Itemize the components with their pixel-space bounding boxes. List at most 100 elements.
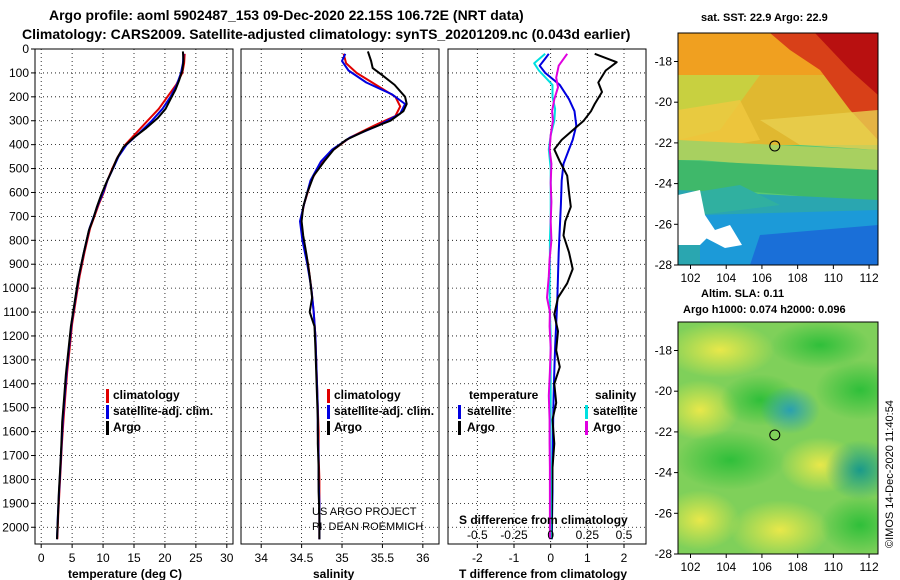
depth-tick-label: 500 bbox=[9, 162, 29, 176]
legend-s-argo-label: Argo bbox=[593, 420, 621, 434]
x-tick-label: 15 bbox=[127, 551, 141, 565]
sst-map-axes: 102 104 106 108 110 112 -18 -20 -22 -24 -26 -28 bbox=[655, 54, 879, 285]
x-tick-label: 35.5 bbox=[371, 551, 395, 565]
depth-tick-label: 1000 bbox=[2, 281, 29, 295]
depth-tick-label: 1800 bbox=[2, 472, 29, 486]
series-line-s-argo bbox=[546, 53, 569, 540]
map-y-tick-label: -22 bbox=[655, 136, 673, 150]
legend-climatology-swatch bbox=[106, 389, 109, 403]
map-y-tick-label: -20 bbox=[655, 95, 673, 109]
x-tick-label: 0 bbox=[547, 551, 554, 565]
x-tick-label: 1 bbox=[584, 551, 591, 565]
s-tick-label: -0.25 bbox=[500, 528, 528, 542]
salinity-plot-frame bbox=[240, 48, 440, 545]
project-annotation: US ARGO PROJECT bbox=[312, 506, 417, 518]
depth-tick-label: 700 bbox=[9, 209, 29, 223]
depth-tick-label: 1600 bbox=[2, 425, 29, 439]
legend-satellite-label: satellite-adj. clim. bbox=[113, 404, 213, 418]
sla-map-panel: Altim. SLA: 0.11 Argo h1000: 0.074 h2000… bbox=[655, 288, 879, 574]
difference-plot-frame bbox=[447, 48, 647, 545]
x-tick-label: 34 bbox=[255, 551, 269, 565]
legend-climatology-label: climatology bbox=[334, 388, 401, 402]
temperature-series bbox=[56, 51, 186, 540]
depth-tick-label: 0 bbox=[22, 42, 29, 56]
legend-s-satellite-label: satellite bbox=[593, 404, 638, 418]
legend-temperature-title: temperature bbox=[469, 388, 539, 402]
legend-t-argo-label: Argo bbox=[467, 420, 495, 434]
map-y-tick-label: -24 bbox=[655, 466, 673, 480]
x-tick-label: 5 bbox=[69, 551, 76, 565]
map-x-tick-label: 102 bbox=[680, 271, 700, 285]
salinity-grid bbox=[241, 49, 439, 544]
map-y-tick-label: -18 bbox=[655, 54, 673, 68]
depth-tick-label: 2000 bbox=[2, 520, 29, 534]
sst-map-image bbox=[678, 33, 878, 265]
t-difference-x-label: T difference from climatology bbox=[459, 567, 627, 580]
legend-argo-swatch bbox=[327, 421, 330, 435]
x-tick-label: 0 bbox=[38, 551, 45, 565]
map-y-tick-label: -28 bbox=[655, 258, 673, 272]
s-tick-label: 0 bbox=[547, 528, 554, 542]
map-x-tick-label: 104 bbox=[716, 560, 736, 574]
map-y-tick-label: -26 bbox=[655, 506, 673, 520]
depth-tick-label: 1200 bbox=[2, 329, 29, 343]
depth-tick-label: 300 bbox=[9, 114, 29, 128]
figure-title-line2: Climatology: CARS2009. Satellite-adjuste… bbox=[22, 26, 630, 42]
legend-t-satellite-swatch bbox=[458, 405, 461, 419]
s-difference-label: S difference from climatology bbox=[459, 513, 628, 527]
map-x-tick-label: 110 bbox=[824, 560, 843, 574]
depth-tick-label: 200 bbox=[9, 90, 29, 104]
legend-salinity-title: salinity bbox=[595, 388, 637, 402]
legend-climatology-label: climatology bbox=[113, 388, 180, 402]
difference-panel: -2 -1 0 1 2 -0.5 -0.25 0 0.25 0.5 S difference f… bbox=[447, 48, 647, 580]
map-x-tick-label: 106 bbox=[752, 271, 772, 285]
sst-map-frame bbox=[677, 32, 879, 266]
x-tick-label: 10 bbox=[96, 551, 110, 565]
depth-tick-label: 400 bbox=[9, 138, 29, 152]
series-line-argo bbox=[300, 51, 408, 540]
legend-t-argo-swatch bbox=[458, 421, 461, 435]
s-tick-label: 0.5 bbox=[616, 528, 633, 542]
depth-tick-label: 1700 bbox=[2, 449, 29, 463]
s-tick-label: -0.5 bbox=[467, 528, 488, 542]
map-y-tick-label: -26 bbox=[655, 217, 673, 231]
map-x-tick-label: 104 bbox=[716, 271, 736, 285]
legend-t-satellite-label: satellite bbox=[467, 404, 512, 418]
map-x-tick-label: 110 bbox=[824, 271, 843, 285]
depth-tick-label: 1500 bbox=[2, 401, 29, 415]
map-x-tick-label: 106 bbox=[752, 560, 772, 574]
map-y-tick-label: -22 bbox=[655, 425, 673, 439]
legend-s-satellite-swatch bbox=[585, 405, 588, 419]
salinity-x-label: salinity bbox=[313, 567, 355, 580]
map-y-tick-label: -28 bbox=[655, 547, 673, 561]
map-y-tick-label: -24 bbox=[655, 177, 673, 191]
depth-tick-label: 1900 bbox=[2, 496, 29, 510]
x-tick-label: 34.5 bbox=[290, 551, 314, 565]
x-tick-label: -1 bbox=[509, 551, 520, 565]
s-tick-label: 0.25 bbox=[576, 528, 600, 542]
x-tick-label: 20 bbox=[158, 551, 172, 565]
temperature-legend: climatology satellite-adj. clim. Argo bbox=[106, 388, 213, 435]
x-tick-label: 30 bbox=[220, 551, 234, 565]
sla-map-image bbox=[678, 322, 878, 554]
map-x-tick-label: 108 bbox=[788, 271, 808, 285]
map-x-tick-label: 108 bbox=[788, 560, 808, 574]
legend-argo-label: Argo bbox=[334, 420, 362, 434]
imos-credit: ©IMOS 14-Dec-2020 11:40:54 bbox=[884, 400, 896, 548]
depth-tick-label: 1100 bbox=[3, 305, 29, 319]
t-difference-x-axis: -2 -1 0 1 2 bbox=[472, 544, 628, 565]
float-position-marker bbox=[769, 140, 781, 152]
s-difference-x-axis: -0.5 -0.25 0 0.25 0.5 bbox=[467, 528, 633, 542]
sla-map-title-line2: Argo h1000: 0.074 h2000: 0.096 bbox=[683, 304, 846, 316]
sla-map-axes: 102 104 106 108 110 112 -18 -20 -22 -24 -26 -28 bbox=[655, 343, 879, 574]
sst-map-panel: sat. SST: 22.9 Argo: 22.9 102 104 106 108 11… bbox=[655, 12, 879, 285]
salinity-x-axis: 34 34.5 35 35.5 36 bbox=[255, 544, 430, 565]
map-y-tick-label: -20 bbox=[655, 384, 673, 398]
map-x-tick-label: 102 bbox=[680, 560, 700, 574]
x-tick-label: 36 bbox=[416, 551, 430, 565]
legend-satellite-swatch bbox=[106, 405, 109, 419]
series-line-satellite-adj-clim- bbox=[299, 53, 407, 540]
depth-tick-label: 1400 bbox=[2, 377, 29, 391]
temperature-x-axis: 0 5 10 15 20 25 30 bbox=[38, 544, 234, 565]
depth-tick-label: 900 bbox=[9, 257, 29, 271]
